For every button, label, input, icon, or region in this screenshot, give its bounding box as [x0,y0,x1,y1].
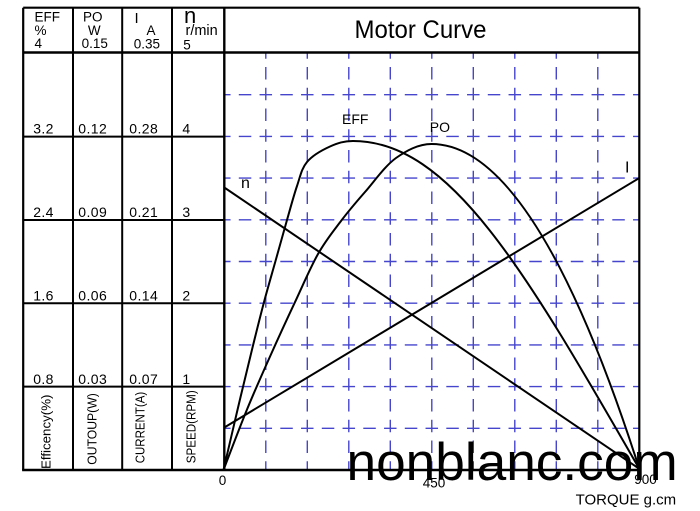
svg-text:%: % [35,23,47,38]
svg-text:0.21: 0.21 [129,204,158,220]
svg-text:0.28: 0.28 [129,121,158,137]
svg-text:nonblanc.com: nonblanc.com [347,433,678,492]
svg-text:3: 3 [182,204,190,220]
svg-text:0.07: 0.07 [129,371,158,387]
svg-text:2.4: 2.4 [33,204,54,220]
svg-text:0.06: 0.06 [78,288,107,304]
svg-text:900: 900 [634,472,657,487]
svg-text:A: A [147,23,156,38]
svg-text:0.15: 0.15 [82,36,108,51]
svg-text:SPEED(RPM): SPEED(RPM) [183,390,198,463]
svg-text:PO: PO [83,10,103,25]
svg-text:n: n [184,3,196,28]
svg-text:n: n [241,175,250,192]
svg-text:0.09: 0.09 [78,204,107,220]
svg-text:I: I [135,10,139,27]
svg-text:0: 0 [219,473,227,488]
svg-text:2: 2 [182,288,190,304]
svg-text:4: 4 [35,36,43,51]
svg-text:0.03: 0.03 [78,371,107,387]
svg-text:4: 4 [182,121,190,137]
svg-text:I: I [625,160,629,177]
svg-text:W: W [88,23,101,38]
svg-text:Motor Curve: Motor Curve [355,16,487,44]
svg-text:3.2: 3.2 [33,121,54,137]
svg-text:1.6: 1.6 [33,288,54,304]
svg-text:Efficency(%): Efficency(%) [38,395,53,470]
svg-text:450: 450 [423,476,446,491]
svg-text:EFF: EFF [35,10,61,25]
svg-text:PO: PO [430,119,450,135]
svg-text:0.14: 0.14 [129,288,158,304]
svg-text:1: 1 [182,371,190,387]
svg-text:OUTOUP(W): OUTOUP(W) [85,393,100,465]
svg-text:r/min: r/min [186,23,218,39]
svg-text:0.12: 0.12 [78,121,107,137]
svg-text:0.35: 0.35 [134,36,160,51]
svg-text:5: 5 [183,38,191,53]
svg-text:CURRENT(A): CURRENT(A) [132,392,147,464]
svg-text:TORQUE g.cm: TORQUE g.cm [576,492,677,509]
svg-text:0.8: 0.8 [33,371,54,387]
svg-text:EFF: EFF [342,111,368,127]
